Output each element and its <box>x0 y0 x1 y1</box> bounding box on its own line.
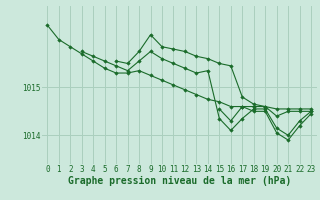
X-axis label: Graphe pression niveau de la mer (hPa): Graphe pression niveau de la mer (hPa) <box>68 176 291 186</box>
